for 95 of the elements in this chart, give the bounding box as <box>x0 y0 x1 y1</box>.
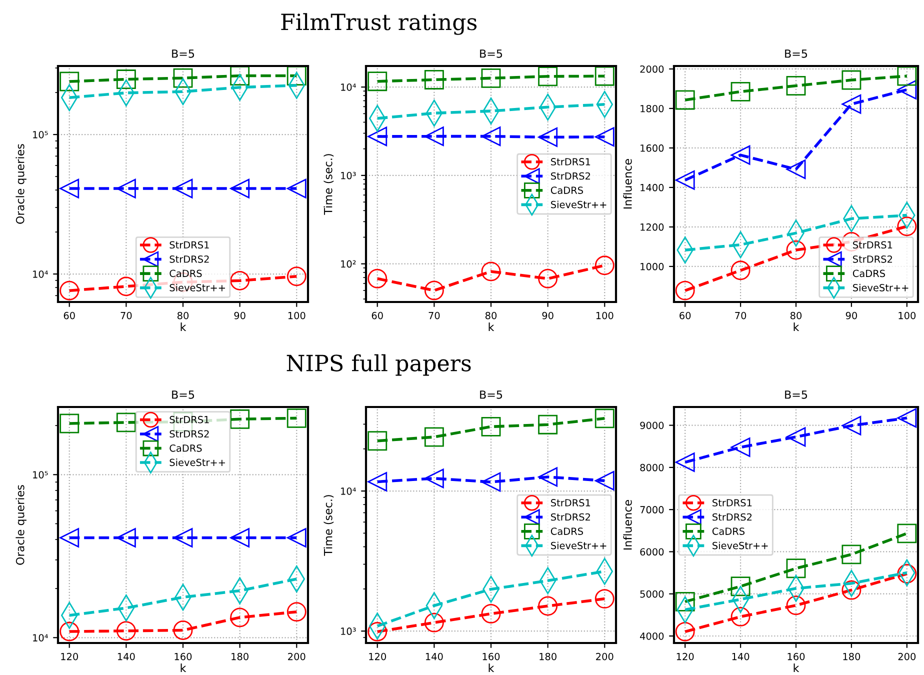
x-tick-label: 90 <box>542 312 554 320</box>
y-tick-label: 6000 <box>640 548 664 556</box>
x-axis-title: k <box>794 322 800 331</box>
legend-label: StrDRS2 <box>551 172 590 180</box>
y-tick-label: 1200 <box>640 223 664 231</box>
y-tick-label: 9000 <box>640 422 664 430</box>
chart-title: B=5 <box>785 50 808 58</box>
x-tick-label: 140 <box>426 652 443 660</box>
legend-label: SieveStr++ <box>170 458 225 466</box>
y-tick-label: 1600 <box>640 144 664 152</box>
legend-label: SieveStr++ <box>712 542 768 550</box>
legend-label: CaDRS <box>712 528 745 535</box>
x-tick-label: 100 <box>596 312 614 320</box>
y-axis-title: Time (sec.) <box>324 154 334 215</box>
legend-label: CaDRS <box>852 270 885 278</box>
x-tick-label: 200 <box>596 652 614 660</box>
legend-label: SieveStr++ <box>551 542 606 550</box>
x-axis-title: k <box>180 664 186 672</box>
y-tick-label: 10⁵ <box>33 471 48 478</box>
y-tick-label: 8000 <box>640 464 664 472</box>
y-tick-label: 10³ <box>341 628 356 635</box>
legend-label: SieveStr++ <box>170 284 225 292</box>
x-tick-label: 80 <box>790 312 802 320</box>
chart-title: B=5 <box>480 50 502 58</box>
legend-label: CaDRS <box>550 528 583 535</box>
x-tick-label: 180 <box>843 652 860 660</box>
y-tick-label: 1000 <box>640 262 664 270</box>
x-axis-title: k <box>488 322 494 331</box>
x-tick-label: 100 <box>288 312 306 320</box>
x-tick-label: 60 <box>64 312 75 320</box>
x-tick-label: 80 <box>485 312 497 320</box>
x-tick-label: 200 <box>898 652 916 660</box>
y-axis-title: Time (sec.) <box>324 495 334 556</box>
legend-label: StrDRS2 <box>551 513 590 521</box>
y-tick-label: 10⁴ <box>33 270 48 278</box>
x-tick-label: 60 <box>372 312 383 320</box>
y-tick-label: 2000 <box>640 65 664 73</box>
y-tick-label: 10⁵ <box>33 131 48 138</box>
x-axis-title: k <box>180 322 186 331</box>
y-tick-label: 1800 <box>640 104 664 112</box>
x-tick-label: 180 <box>540 652 556 660</box>
x-tick-label: 70 <box>735 312 746 320</box>
x-tick-label: 80 <box>177 312 189 320</box>
legend-label: CaDRS <box>170 270 202 278</box>
y-tick-label: 10² <box>341 260 356 268</box>
y-axis-title: Oracle queries <box>16 485 26 565</box>
chart-title: B=5 <box>785 390 808 399</box>
y-tick-label: 10⁴ <box>341 487 356 495</box>
x-tick-label: 160 <box>174 652 192 660</box>
y-tick-label: 10³ <box>341 172 356 180</box>
x-tick-label: 140 <box>732 652 750 660</box>
chart-title: B=5 <box>480 390 502 399</box>
x-tick-label: 180 <box>232 652 248 660</box>
x-tick-label: 160 <box>482 652 500 660</box>
chart-title: B=5 <box>172 50 194 58</box>
y-tick-label: 10⁴ <box>341 84 356 91</box>
legend-label: StrDRS2 <box>170 430 209 438</box>
x-tick-label: 120 <box>369 652 386 660</box>
y-tick-label: 4000 <box>640 632 664 640</box>
x-tick-label: 100 <box>898 312 916 320</box>
legend-label: StrDRS1 <box>551 158 590 166</box>
x-tick-label: 70 <box>428 312 440 320</box>
x-tick-label: 120 <box>61 652 78 660</box>
x-tick-label: 60 <box>680 312 691 320</box>
legend-label: StrDRS2 <box>853 255 892 263</box>
legend-label: SieveStr++ <box>551 200 606 208</box>
text: NIPS full papers <box>286 354 471 376</box>
x-tick-label: 120 <box>676 652 694 660</box>
legend-label: StrDRS1 <box>551 499 590 506</box>
x-tick-label: 160 <box>788 652 805 660</box>
text: FilmTrust ratings <box>281 13 477 35</box>
y-tick-label: 10⁴ <box>33 634 48 642</box>
y-axis-title: Influence <box>623 159 632 208</box>
y-tick-label: 1400 <box>640 184 664 192</box>
y-tick-label: 5000 <box>640 590 664 598</box>
legend-label: StrDRS1 <box>170 241 209 249</box>
legend-label: StrDRS1 <box>170 416 209 424</box>
legend-label: StrDRS2 <box>712 513 752 521</box>
x-tick-label: 90 <box>234 312 246 320</box>
legend-label: StrDRS1 <box>853 241 892 249</box>
y-tick-label: 7000 <box>640 506 664 514</box>
x-axis-title: k <box>794 664 800 672</box>
legend-label: CaDRS <box>550 186 583 194</box>
chart-title: B=5 <box>172 390 194 399</box>
y-axis-title: Oracle queries <box>16 144 26 224</box>
legend-label: StrDRS2 <box>170 255 209 263</box>
x-tick-label: 70 <box>120 312 132 320</box>
x-tick-label: 200 <box>288 652 306 660</box>
legend-label: StrDRS1 <box>712 499 752 506</box>
legend-label: CaDRS <box>170 444 202 452</box>
legend-label: SieveStr++ <box>853 284 908 292</box>
y-axis-title: Influence <box>623 500 632 550</box>
x-tick-label: 90 <box>846 312 857 320</box>
x-axis-title: k <box>488 664 494 672</box>
x-tick-label: 140 <box>118 652 135 660</box>
